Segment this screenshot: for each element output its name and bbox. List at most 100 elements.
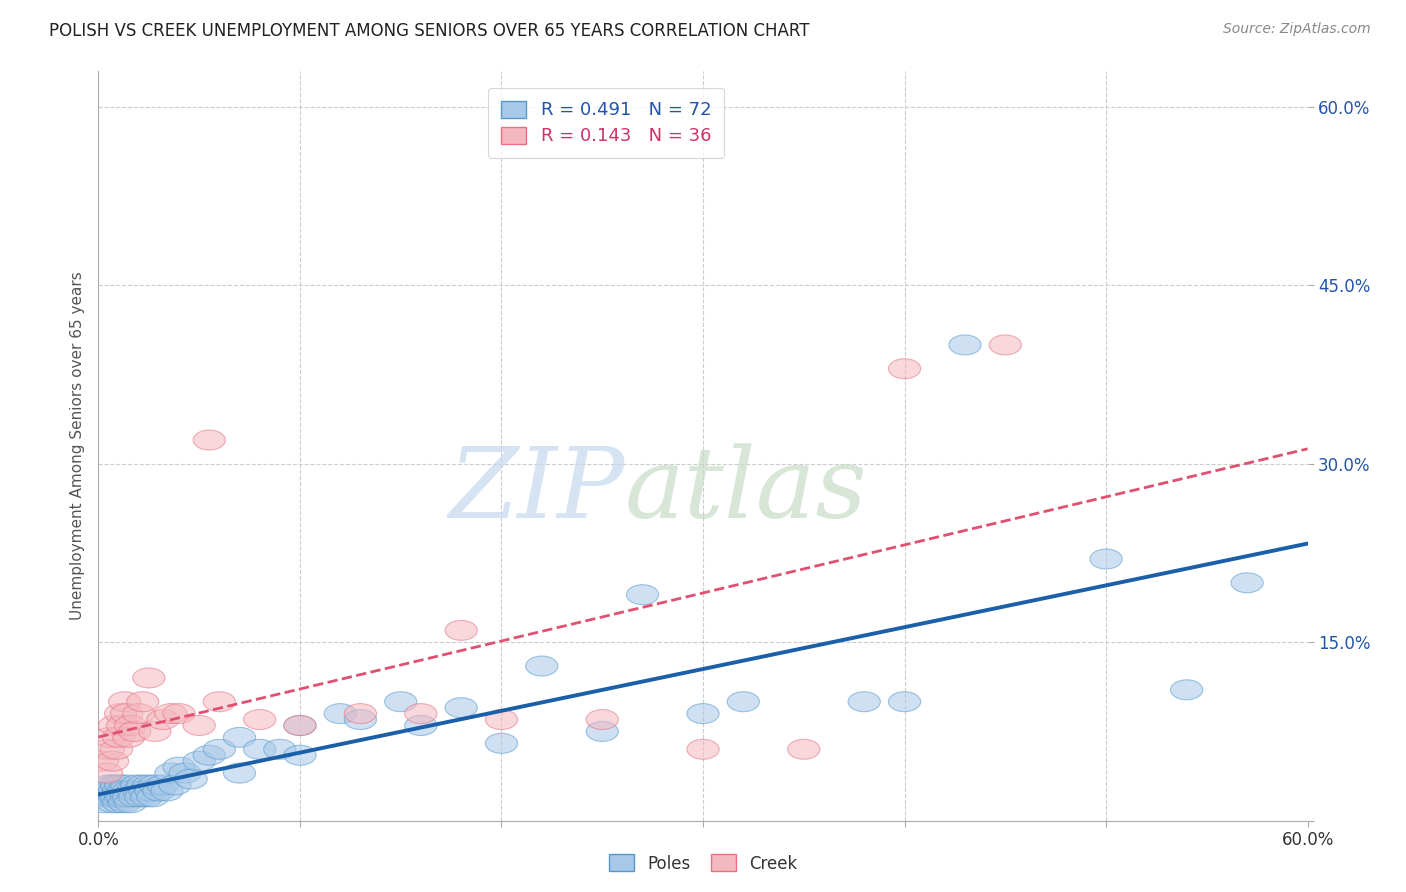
Ellipse shape: [97, 775, 129, 795]
Ellipse shape: [108, 793, 141, 813]
Ellipse shape: [155, 704, 187, 723]
Ellipse shape: [135, 780, 167, 801]
Ellipse shape: [344, 704, 377, 723]
Ellipse shape: [146, 709, 179, 730]
Text: atlas: atlas: [624, 443, 868, 539]
Ellipse shape: [86, 787, 118, 807]
Ellipse shape: [132, 668, 165, 688]
Ellipse shape: [446, 698, 477, 718]
Ellipse shape: [889, 691, 921, 712]
Ellipse shape: [688, 739, 718, 759]
Ellipse shape: [122, 780, 155, 801]
Ellipse shape: [111, 704, 143, 723]
Ellipse shape: [1090, 549, 1122, 569]
Ellipse shape: [107, 787, 139, 807]
Ellipse shape: [129, 780, 160, 801]
Ellipse shape: [112, 780, 145, 801]
Ellipse shape: [98, 715, 131, 736]
Ellipse shape: [98, 780, 131, 801]
Ellipse shape: [104, 787, 136, 807]
Ellipse shape: [344, 709, 377, 730]
Ellipse shape: [146, 775, 179, 795]
Ellipse shape: [1232, 573, 1263, 593]
Ellipse shape: [103, 793, 135, 813]
Ellipse shape: [100, 739, 132, 759]
Ellipse shape: [284, 715, 316, 736]
Ellipse shape: [94, 780, 127, 801]
Ellipse shape: [174, 769, 207, 789]
Ellipse shape: [586, 709, 619, 730]
Ellipse shape: [204, 691, 235, 712]
Ellipse shape: [485, 733, 517, 754]
Legend: R = 0.491   N = 72, R = 0.143   N = 36: R = 0.491 N = 72, R = 0.143 N = 36: [488, 88, 724, 158]
Ellipse shape: [118, 722, 150, 741]
Ellipse shape: [132, 775, 165, 795]
Ellipse shape: [136, 787, 169, 807]
Ellipse shape: [107, 780, 139, 801]
Ellipse shape: [94, 787, 127, 807]
Ellipse shape: [155, 763, 187, 783]
Ellipse shape: [122, 704, 155, 723]
Ellipse shape: [107, 715, 139, 736]
Ellipse shape: [117, 780, 149, 801]
Ellipse shape: [111, 775, 143, 795]
Ellipse shape: [688, 704, 718, 723]
Ellipse shape: [103, 727, 135, 747]
Ellipse shape: [787, 739, 820, 759]
Ellipse shape: [586, 722, 619, 741]
Ellipse shape: [224, 763, 256, 783]
Ellipse shape: [125, 787, 157, 807]
Ellipse shape: [114, 793, 146, 813]
Ellipse shape: [103, 780, 135, 801]
Ellipse shape: [93, 739, 125, 759]
Ellipse shape: [139, 775, 172, 795]
Ellipse shape: [284, 745, 316, 765]
Ellipse shape: [159, 775, 191, 795]
Ellipse shape: [193, 745, 225, 765]
Ellipse shape: [93, 775, 125, 795]
Text: POLISH VS CREEK UNEMPLOYMENT AMONG SENIORS OVER 65 YEARS CORRELATION CHART: POLISH VS CREEK UNEMPLOYMENT AMONG SENIO…: [49, 22, 810, 40]
Ellipse shape: [104, 704, 136, 723]
Legend: Poles, Creek: Poles, Creek: [602, 847, 804, 880]
Ellipse shape: [264, 739, 295, 759]
Ellipse shape: [90, 780, 122, 801]
Ellipse shape: [446, 620, 477, 640]
Ellipse shape: [385, 691, 416, 712]
Ellipse shape: [627, 584, 658, 605]
Ellipse shape: [89, 793, 121, 813]
Ellipse shape: [108, 780, 141, 801]
Text: Source: ZipAtlas.com: Source: ZipAtlas.com: [1223, 22, 1371, 37]
Ellipse shape: [325, 704, 356, 723]
Ellipse shape: [143, 780, 174, 801]
Ellipse shape: [139, 722, 172, 741]
Ellipse shape: [93, 787, 125, 807]
Ellipse shape: [169, 763, 201, 783]
Ellipse shape: [727, 691, 759, 712]
Ellipse shape: [150, 780, 183, 801]
Y-axis label: Unemployment Among Seniors over 65 years: Unemployment Among Seniors over 65 years: [69, 272, 84, 620]
Ellipse shape: [183, 715, 215, 736]
Ellipse shape: [118, 787, 150, 807]
Ellipse shape: [485, 709, 517, 730]
Ellipse shape: [111, 787, 143, 807]
Ellipse shape: [100, 775, 132, 795]
Ellipse shape: [224, 727, 256, 747]
Ellipse shape: [98, 787, 131, 807]
Ellipse shape: [243, 739, 276, 759]
Ellipse shape: [108, 691, 141, 712]
Ellipse shape: [990, 334, 1021, 355]
Ellipse shape: [112, 727, 145, 747]
Ellipse shape: [127, 691, 159, 712]
Ellipse shape: [127, 775, 159, 795]
Ellipse shape: [526, 656, 558, 676]
Ellipse shape: [97, 793, 129, 813]
Ellipse shape: [204, 739, 235, 759]
Ellipse shape: [405, 704, 437, 723]
Text: ZIP: ZIP: [449, 443, 624, 539]
Ellipse shape: [112, 787, 145, 807]
Ellipse shape: [284, 715, 316, 736]
Ellipse shape: [949, 334, 981, 355]
Ellipse shape: [131, 787, 163, 807]
Ellipse shape: [183, 751, 215, 772]
Ellipse shape: [193, 430, 225, 450]
